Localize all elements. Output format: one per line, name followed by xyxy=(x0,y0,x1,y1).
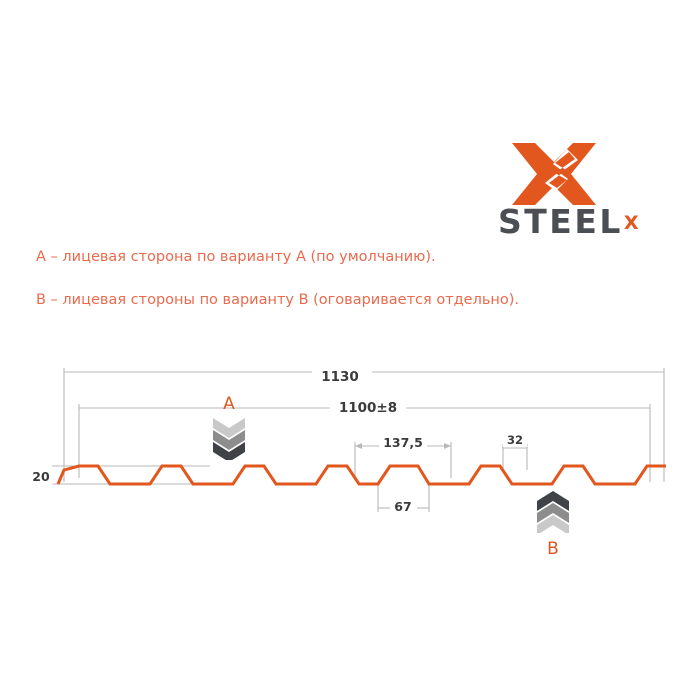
marker-variant-b: В xyxy=(531,489,575,558)
steelx-logo: STEEL X xyxy=(498,143,668,248)
marker-b-letter: В xyxy=(547,539,559,559)
dimension-label-32: 32 xyxy=(502,434,528,447)
dimension-label-20: 20 xyxy=(28,470,54,484)
caption-variant-a: А – лицевая сторона по варианту А (по ум… xyxy=(36,249,436,265)
dimension-useful-1100 xyxy=(78,404,651,482)
dimension-label-67: 67 xyxy=(390,500,416,514)
chevron-down-icon xyxy=(213,418,245,462)
logo-text-x-superscript: X xyxy=(623,212,639,234)
steelx-x-mark-icon xyxy=(512,143,596,205)
marker-a-letter: А xyxy=(223,394,235,414)
logo-text-steel: STEEL xyxy=(498,202,623,241)
marker-variant-a: А xyxy=(207,396,251,465)
dimension-label-137-5: 137,5 xyxy=(379,436,427,450)
dimension-label-1100: 1100±8 xyxy=(334,401,402,416)
dimension-crest-32 xyxy=(502,444,528,470)
dimension-overall-1130 xyxy=(63,368,665,482)
caption-variant-b: В – лицевая стороны по варианту В (огова… xyxy=(36,292,520,308)
steelx-wordmark: STEEL X xyxy=(498,205,668,245)
trapezoid-profile-line xyxy=(56,464,666,486)
dimension-valley-67 xyxy=(377,484,430,512)
chevron-up-icon xyxy=(537,491,569,535)
dimension-label-1130: 1130 xyxy=(317,370,363,385)
